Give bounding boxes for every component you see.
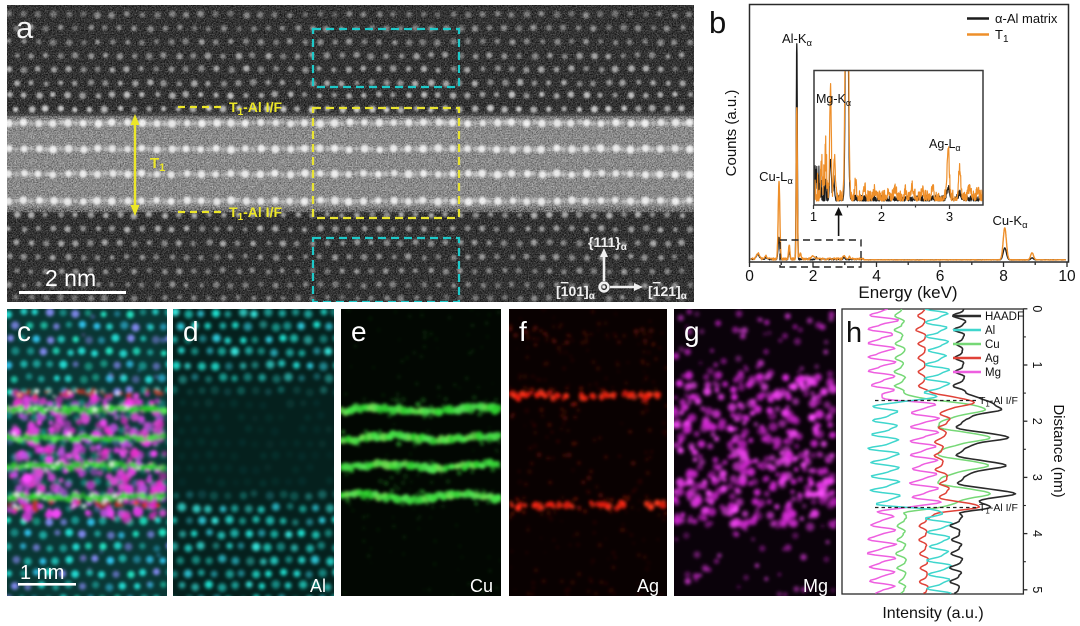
svg-text:4: 4 <box>872 268 881 285</box>
svg-text:c: c <box>17 316 31 347</box>
svg-text:b: b <box>709 5 726 40</box>
svg-text:{111}α: {111}α <box>588 234 628 253</box>
svg-text:Ag: Ag <box>637 576 659 596</box>
svg-text:3: 3 <box>1030 474 1044 481</box>
svg-text:1 nm: 1 nm <box>20 562 64 584</box>
svg-text:2: 2 <box>1030 418 1044 425</box>
svg-text:1: 1 <box>1030 362 1044 369</box>
svg-text:Mg: Mg <box>803 576 828 596</box>
svg-text:0: 0 <box>1030 305 1044 312</box>
svg-text:Energy (keV): Energy (keV) <box>858 283 957 302</box>
svg-text:0: 0 <box>745 268 754 285</box>
svg-text:Al-Kα: Al-Kα <box>782 31 813 49</box>
svg-text:Mg: Mg <box>985 367 1001 379</box>
svg-text:T1-Al I/F: T1-Al I/F <box>979 502 1018 516</box>
svg-text:Cu: Cu <box>985 339 1000 351</box>
svg-text:Al: Al <box>985 325 995 337</box>
svg-text:Cu-Kα: Cu-Kα <box>992 213 1028 231</box>
svg-text:8: 8 <box>999 268 1008 285</box>
svg-text:2 nm: 2 nm <box>45 265 96 291</box>
svg-text:Al: Al <box>310 576 326 596</box>
svg-text:T1-Al I/F: T1-Al I/F <box>979 395 1018 409</box>
svg-text:T1: T1 <box>995 27 1009 45</box>
svg-text:4: 4 <box>1030 530 1044 537</box>
svg-text:α-Al matrix: α-Al matrix <box>995 11 1058 26</box>
svg-text:h: h <box>846 317 862 349</box>
svg-text:5: 5 <box>1030 586 1044 593</box>
svg-text:10: 10 <box>1058 268 1076 285</box>
svg-text:2: 2 <box>809 268 818 285</box>
svg-text:3: 3 <box>946 209 953 224</box>
svg-text:Mg-Kα: Mg-Kα <box>816 92 851 108</box>
svg-text:[101]α: [101]α <box>556 283 596 302</box>
svg-text:Ag-Lα: Ag-Lα <box>929 137 961 153</box>
svg-text:g: g <box>684 316 700 347</box>
svg-text:T1-Al I/F: T1-Al I/F <box>229 99 282 118</box>
svg-text:Cu: Cu <box>470 576 493 596</box>
svg-text:1: 1 <box>810 209 817 224</box>
svg-text:Counts (a.u.): Counts (a.u.) <box>723 90 740 177</box>
svg-text:Intensity (a.u.): Intensity (a.u.) <box>882 605 983 622</box>
svg-text:a: a <box>16 10 34 45</box>
svg-text:d: d <box>183 316 199 347</box>
svg-text:2: 2 <box>878 209 885 224</box>
svg-text:e: e <box>351 316 367 347</box>
svg-text:HAADF: HAADF <box>985 311 1024 323</box>
svg-text:[121]α: [121]α <box>648 283 688 302</box>
svg-text:f: f <box>519 316 527 347</box>
svg-text:6: 6 <box>936 268 945 285</box>
svg-text:T1-Al I/F: T1-Al I/F <box>229 204 282 223</box>
svg-text:Ag: Ag <box>985 353 999 365</box>
svg-text:Distance (nm): Distance (nm) <box>1050 404 1067 497</box>
svg-text:Cu-Lα: Cu-Lα <box>759 169 793 187</box>
